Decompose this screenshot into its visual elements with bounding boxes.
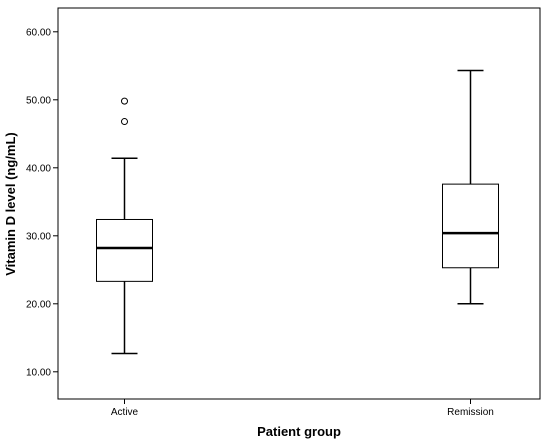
plot-area-frame bbox=[57, 7, 541, 400]
box-series bbox=[96, 69, 499, 355]
y-axis: 10.00 20.00 30.00 40.00 50.00 60.00 bbox=[26, 27, 58, 378]
x-axis-title: Patient group bbox=[257, 424, 341, 439]
x-tick-label: Active bbox=[111, 407, 139, 418]
x-axis: Active Remission bbox=[111, 399, 494, 418]
y-tick-label: 20.00 bbox=[26, 299, 51, 310]
interquartile-box bbox=[442, 183, 499, 269]
x-tick-label: Remission bbox=[447, 407, 494, 418]
y-tick-label: 10.00 bbox=[26, 367, 51, 378]
box-active bbox=[96, 97, 153, 355]
y-tick-label: 40.00 bbox=[26, 163, 51, 174]
box-remission bbox=[442, 69, 499, 305]
outlier-point bbox=[121, 97, 128, 105]
y-tick-label: 50.00 bbox=[26, 95, 51, 106]
outlier-point bbox=[121, 118, 128, 126]
y-tick-label: 30.00 bbox=[26, 231, 51, 242]
y-axis-title: Vitamin D level (ng/mL) bbox=[3, 132, 18, 276]
interquartile-box bbox=[96, 218, 153, 282]
y-tick-label: 60.00 bbox=[26, 27, 51, 38]
